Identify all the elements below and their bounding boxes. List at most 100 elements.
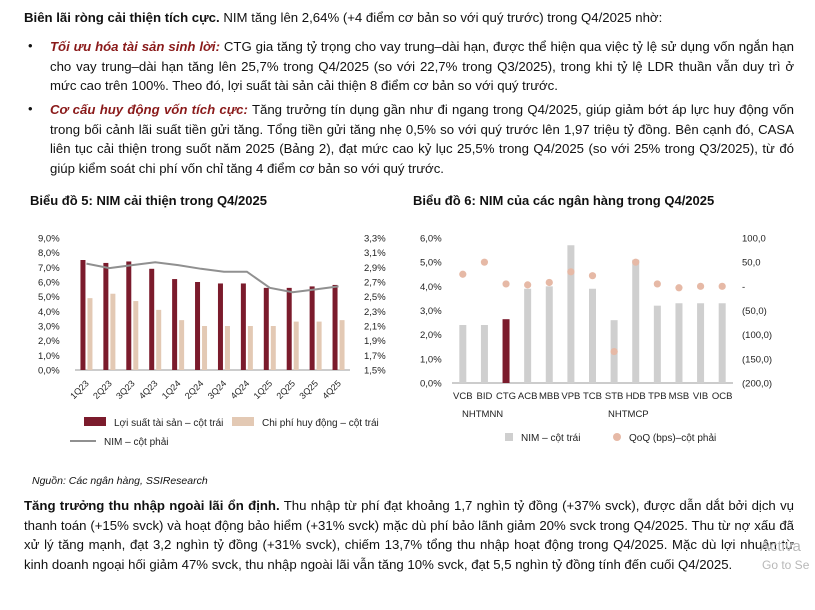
chart5-x-tick: 4Q25 (320, 378, 343, 401)
chart6-legend-nim: NIM – cột trái (521, 433, 580, 444)
chart5-left-tick: 9,0% (38, 234, 60, 245)
chart5-right-tick: 2,1% (364, 322, 386, 333)
noninterest-paragraph: Tăng trưởng thu nhập ngoài lãi ổn định. … (24, 496, 794, 574)
chart6-x-tick: TPB (648, 391, 666, 402)
chart5-left-tick: 4,0% (38, 307, 60, 318)
chart5-x-tick: 3Q23 (114, 378, 137, 401)
chart6-dot-qoq (610, 347, 618, 356)
chart5-right-tick: 2,9% (364, 263, 386, 274)
bullet-text: CTG gia tăng tỷ trọng cho vay trung–dài … (50, 39, 794, 93)
chart6-x-tick: MSB (669, 391, 690, 402)
chart5-bar-funding-cost (110, 293, 116, 370)
chart5-x-tick: 2Q24 (183, 378, 206, 401)
chart6-bar-nim (459, 325, 467, 383)
chart5-x-tick: 2Q25 (274, 378, 297, 401)
chart5-bar-asset-yield (263, 287, 269, 370)
intro-paragraph: Biên lãi ròng cải thiện tích cực. NIM tă… (24, 8, 794, 28)
chart5-right-tick: 2,5% (364, 292, 386, 303)
chart5-bar-funding-cost (316, 321, 322, 370)
chart6-right-tick: (50,0) (742, 306, 767, 317)
chart6-x-tick: STB (605, 391, 623, 402)
chart5-bar-funding-cost (133, 301, 139, 370)
chart5-bar-asset-yield (240, 283, 246, 370)
chart6-dot-qoq (459, 270, 467, 278)
bullet-heading: Cơ cấu huy động vốn tích cực: (50, 102, 248, 117)
chart6-bar-nim (718, 303, 726, 383)
chart6-bar-nim (480, 325, 488, 383)
chart5-bar-funding-cost (293, 321, 299, 370)
chart5-x-tick: 1Q24 (160, 378, 183, 401)
chart5-bar-asset-yield (286, 287, 292, 370)
chart6-legend-swatch-qoq (613, 433, 621, 441)
chart6-x-tick: OCB (712, 391, 733, 402)
chart6-dot-qoq (632, 258, 640, 266)
chart6-dot-qoq (718, 282, 726, 290)
chart6-dot-qoq (545, 278, 553, 287)
chart5-x-tick: 3Q24 (206, 378, 229, 401)
chart6-dot-qoq (675, 284, 683, 292)
chart5-x-tick: 4Q24 (229, 378, 252, 401)
intro-heading: Biên lãi ròng cải thiện tích cực. (24, 10, 220, 25)
chart5-bar-funding-cost (87, 298, 93, 370)
chart6-dot-qoq (524, 281, 532, 289)
chart6-bar-nim (589, 288, 596, 383)
chart6-left-tick: 0,0% (420, 379, 442, 390)
chart6-dot-qoq (480, 258, 489, 266)
chart5-nim: 9,0% 8,0% 7,0% 6,0% 5,0% 4,0% 3,0% 2,0% 1,0% 0,0%… (38, 234, 772, 449)
chart5-bar-asset-yield (103, 262, 109, 370)
chart5-left-tick: 5,0% (38, 292, 60, 303)
chart6-right-tick: 50,0 (742, 258, 761, 269)
chart5-legend-asset-yield: Lợi suất tài sản – cột trái (114, 417, 223, 429)
chart5-left-tick: 8,0% (38, 248, 60, 259)
chart6-right-tick: - (742, 282, 745, 293)
chart6-bar-nim (567, 245, 575, 383)
chart5-right-tick: 1,9% (364, 336, 386, 347)
chart5-right-tick: 2,7% (364, 278, 386, 289)
chart5-legend-funding-cost: Chi phí huy động – cột trái (262, 418, 379, 429)
chart5-bar-asset-yield (332, 284, 338, 370)
chart6-x-tick: MBB (539, 391, 560, 402)
chart5-legend-swatch-asset-yield (84, 417, 106, 426)
chart5-left-tick: 3,0% (38, 322, 60, 333)
chart6-left-tick: 6,0% (420, 234, 442, 245)
chart6-bar-nim (697, 303, 705, 383)
chart6-dot-qoq (567, 268, 575, 276)
chart6-x-tick: BID (477, 391, 493, 402)
chart6-left-tick: 4,0% (420, 282, 442, 293)
chart5-title: Biểu đồ 5: NIM cải thiện trong Q4/2025 (30, 193, 267, 208)
chart6-legend-qoq: QoQ (bps)–cột phải (629, 433, 716, 444)
chart5-right-tick: 2,3% (364, 307, 386, 318)
chart6-x-tick: CTG (496, 391, 516, 402)
chart6-legend-swatch-nim (505, 433, 513, 441)
chart6-dot-qoq (502, 280, 510, 288)
chart5-x-tick: 4Q23 (137, 378, 160, 401)
bullet-dot-icon: • (28, 101, 33, 116)
intro-text: NIM tăng lên 2,64% (+4 điểm cơ bản so vớ… (219, 10, 663, 25)
chart5-line-nim (86, 261, 339, 294)
chart5-right-tick: 3,3% (364, 234, 386, 245)
chart5-x-tick: 2Q23 (91, 378, 114, 401)
chart5-right-tick: 3,1% (364, 248, 386, 259)
chart6-left-tick: 3,0% (420, 306, 442, 317)
chart6-left-tick: 1,0% (420, 354, 442, 365)
chart6-bar-nim (632, 259, 640, 383)
chart6-x-tick: TCB (583, 391, 602, 402)
chart5-right-tick: 1,5% (364, 366, 386, 377)
bullet-dot-icon: • (28, 38, 33, 53)
chart5-legend-swatch-funding-cost (232, 417, 254, 426)
chart5-left-tick: 1,0% (38, 351, 60, 362)
activation-watermark-line1: Activa (760, 538, 801, 555)
bullet-text: Tăng trưởng tín dụng gần như đi ngang tr… (50, 102, 795, 176)
chart5-bar-asset-yield (80, 260, 86, 370)
chart5-bar-funding-cost (202, 326, 208, 370)
chart6-bar-nim (502, 319, 510, 383)
bullet-item-assets: Tối ưu hóa tài sản sinh lời: CTG gia tăn… (50, 37, 794, 96)
chart6-dot-qoq (653, 280, 661, 288)
chart6-dot-qoq (588, 272, 597, 280)
chart6-bar-nim (675, 303, 683, 383)
source-note: Nguồn: Các ngân hàng, SSIResearch (32, 475, 208, 487)
noninterest-heading: Tăng trưởng thu nhập ngoài lãi ổn định. (24, 498, 280, 513)
chart6-group-label: NHTMNN (462, 409, 503, 420)
activation-watermark-line2: Go to Se (762, 558, 810, 572)
chart5-right-tick: 1,7% (364, 351, 386, 362)
